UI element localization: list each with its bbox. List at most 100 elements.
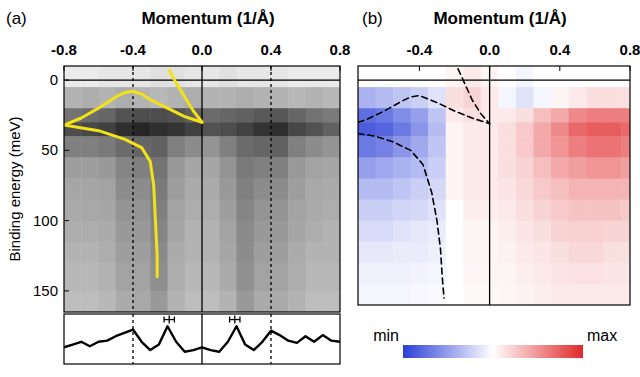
heatmap-cell (306, 136, 324, 158)
heatmap-cell (586, 178, 604, 200)
heatmap-cell (168, 291, 186, 312)
heatmap-cell (254, 108, 272, 123)
heatmap-cell (150, 108, 168, 123)
heatmap-cell (202, 87, 220, 109)
heatmap-cell (376, 136, 394, 158)
heatmap-cell (586, 157, 604, 179)
heatmap-cell (219, 108, 237, 123)
heatmap-cell (64, 221, 82, 243)
heatmap-cell (358, 221, 376, 243)
heatmap-cell (516, 242, 534, 264)
x-tick-label: -0.4 (120, 41, 147, 58)
heatmap-cell (604, 200, 622, 222)
heatmap-cell (604, 136, 622, 158)
x-tick-label: -0.4 (406, 41, 433, 58)
heatmap-cell (621, 242, 630, 264)
heatmap-cell (376, 87, 394, 109)
heatmap-cell (202, 136, 220, 158)
heatmap-cell (202, 221, 220, 243)
heatmap-cell (621, 108, 630, 123)
error-bar-center (234, 316, 235, 324)
heatmap-cell (586, 108, 604, 123)
heatmap-cell (586, 122, 604, 137)
heatmap-cell (411, 108, 429, 123)
heatmap-cell (411, 122, 429, 137)
heatmap-cell (99, 108, 117, 123)
reference-line (132, 66, 133, 312)
heatmap-cell (393, 200, 411, 222)
heatmap-cell (446, 263, 464, 285)
heatmap-cell (621, 87, 630, 109)
heatmap-cell (99, 263, 117, 292)
heatmap-cell (185, 263, 203, 292)
heatmap-cell (81, 157, 99, 179)
dispersion-curve (64, 125, 157, 277)
heatmap-cell (81, 221, 99, 243)
heatmap-cell (621, 157, 630, 179)
heatmap-cell (446, 242, 464, 264)
heatmap-cell (604, 157, 622, 179)
x-tick (64, 66, 65, 71)
heatmap-cell (621, 178, 630, 200)
heatmap-cell (99, 136, 117, 158)
heatmap-cell (358, 66, 376, 88)
heatmap-cell (133, 178, 151, 200)
heatmap-cell (498, 157, 516, 179)
heatmap-cell (150, 200, 168, 222)
heatmap-cell (621, 122, 630, 137)
heatmap-cell (168, 263, 186, 292)
heatmap-cell (586, 200, 604, 222)
error-bar-cap (163, 317, 164, 323)
heatmap-cell (64, 66, 82, 88)
heatmap-cell (81, 200, 99, 222)
heatmap-cell (621, 136, 630, 158)
heatmap-cell (323, 178, 340, 200)
heatmap-cell (323, 291, 340, 312)
heatmap-cell (288, 87, 306, 109)
y-tick-label: 0 (50, 71, 58, 88)
heatmap-cell (254, 87, 272, 109)
heatmap-cell (411, 178, 429, 200)
heatmap-cell (254, 178, 272, 200)
x-tick (630, 66, 631, 71)
heatmap-cell (150, 291, 168, 312)
heatmap-cell (288, 66, 306, 88)
heatmap-cell (237, 122, 255, 137)
heatmap-cell (604, 242, 622, 264)
heatmap-cell (586, 284, 604, 305)
heatmap-cell (150, 263, 168, 292)
heatmap-cell (185, 291, 203, 312)
heatmap-cell (288, 122, 306, 137)
heatmap-cell (237, 200, 255, 222)
heatmap-cell (219, 87, 237, 109)
heatmap-cell (393, 108, 411, 123)
heatmap-cell (533, 66, 551, 88)
heatmap-cell (99, 291, 117, 312)
heatmap-cell (288, 263, 306, 292)
heatmap-cell (393, 136, 411, 158)
heatmap-cell (254, 66, 272, 88)
heatmap-cell (99, 178, 117, 200)
heatmap-cell (288, 108, 306, 123)
heatmap-cell (219, 157, 237, 179)
plot-area (64, 314, 340, 364)
heatmap-cell (168, 87, 186, 109)
heatmap-cell (219, 263, 237, 292)
plot-frame (358, 66, 630, 305)
heatmap-cell (498, 242, 516, 264)
heatmap-cell (219, 291, 237, 312)
heatmap-cell (116, 291, 134, 312)
heatmap-cell (306, 291, 324, 312)
heatmap-cell (288, 242, 306, 264)
heatmap-cell (604, 221, 622, 243)
heatmap-cell (323, 157, 340, 179)
heatmap-cell (428, 242, 446, 264)
y-tick-label: 150 (33, 282, 58, 299)
heatmap-cell (569, 178, 587, 200)
heatmap-cell (202, 122, 220, 137)
x-tick-label: 0.4 (261, 41, 283, 58)
colorbar-label: min (373, 327, 399, 344)
heatmap-cell (237, 108, 255, 123)
y-tick-label: 100 (33, 212, 58, 229)
heatmap-cell (150, 66, 168, 88)
